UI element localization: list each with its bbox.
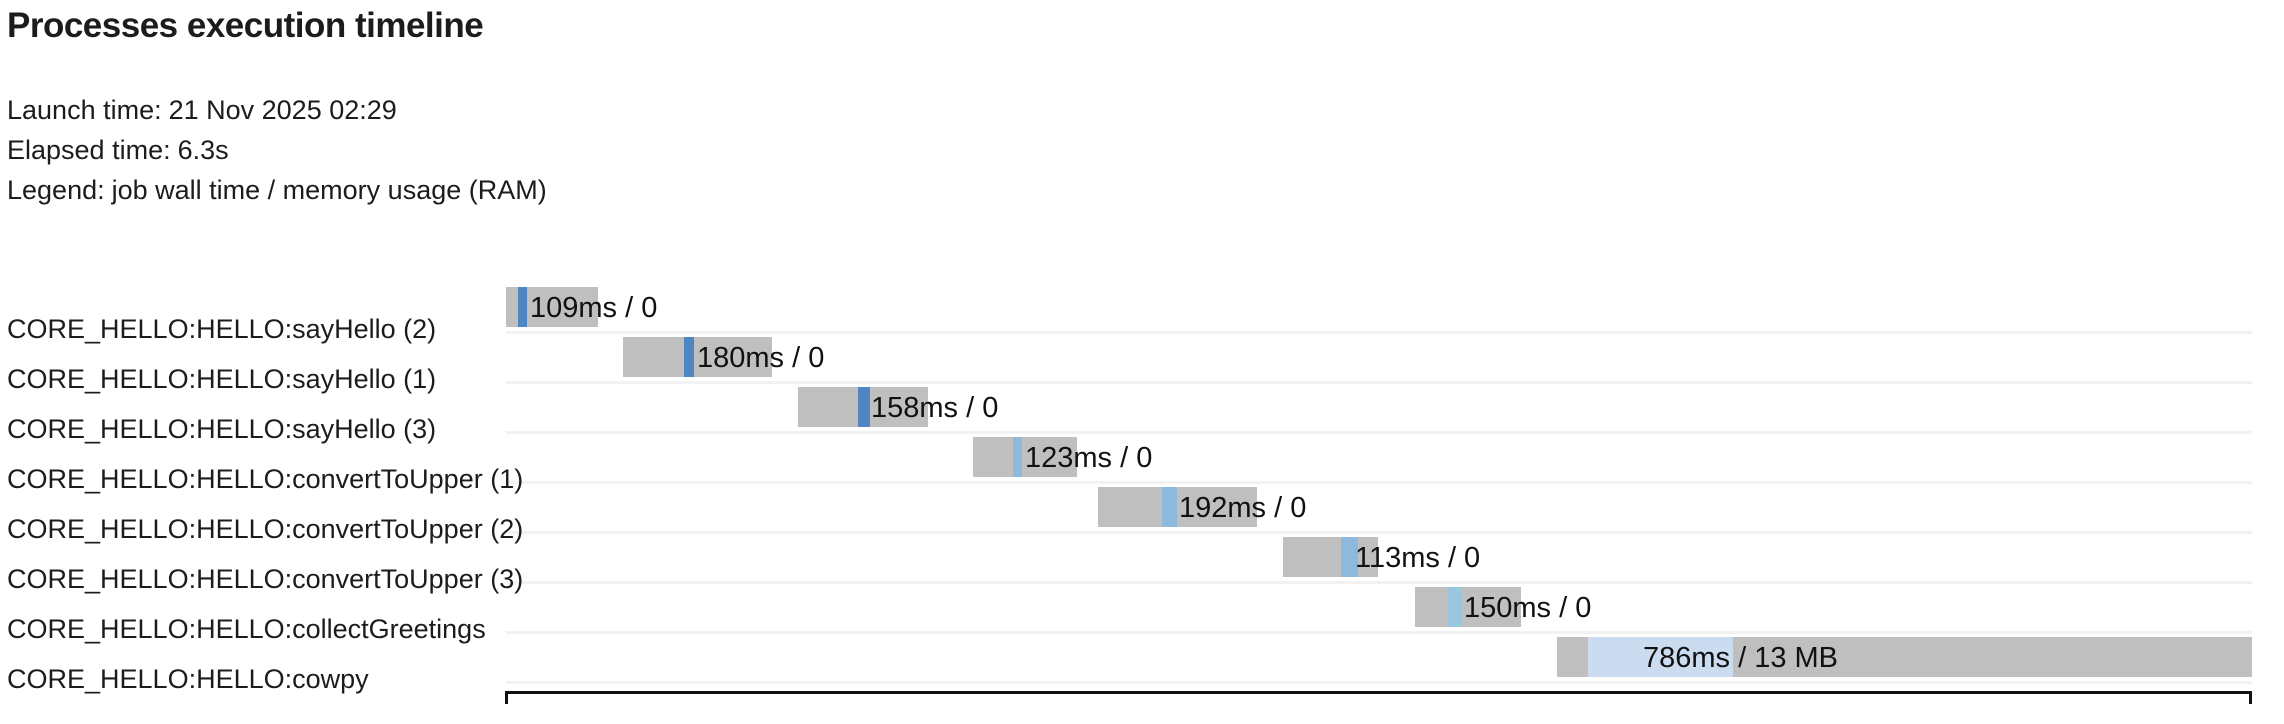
task-run-segment [1013, 437, 1022, 477]
task-bar [1415, 587, 1521, 627]
legend-line: Legend: job wall time / memory usage (RAM… [7, 170, 547, 210]
process-label: CORE_HELLO:HELLO:sayHello (3) [7, 414, 437, 444]
task-value-label: 109ms / 0 [530, 292, 658, 324]
task-value-label: 180ms / 0 [697, 342, 825, 374]
row-separator [506, 431, 2252, 434]
task-run-segment [1588, 637, 1733, 677]
task-run-segment [1162, 487, 1177, 527]
task-run-segment [684, 337, 694, 377]
legend-value: job wall time / memory usage (RAM) [111, 175, 547, 205]
process-label: CORE_HELLO:HELLO:convertToUpper (3) [7, 564, 524, 594]
report-meta: Launch time: 21 Nov 2025 02:29 Elapsed ti… [7, 90, 547, 210]
task-value-label: 113ms / 0 [1355, 542, 1481, 574]
task-run-segment [518, 287, 527, 327]
page-title: Processes execution timeline [7, 6, 484, 45]
elapsed-time-label: Elapsed time: [7, 135, 171, 165]
task-run-segment [1448, 587, 1462, 627]
legend-label: Legend: [7, 175, 105, 205]
row-separator [506, 331, 2252, 334]
row-separator [506, 681, 2252, 684]
task-bar [973, 437, 1077, 477]
row-separator [506, 581, 2252, 584]
row-separator [506, 631, 2252, 634]
row-separator [506, 381, 2252, 384]
elapsed-time-value: 6.3s [177, 135, 229, 165]
task-run-segment [1341, 537, 1358, 577]
task-run-segment [858, 387, 870, 427]
launch-time-label: Launch time: [7, 95, 162, 125]
launch-time-value: 21 Nov 2025 02:29 [168, 95, 397, 125]
process-label: CORE_HELLO:HELLO:sayHello (1) [7, 364, 437, 394]
process-label: CORE_HELLO:HELLO:cowpy [7, 664, 369, 694]
task-value-label: 192ms / 0 [1179, 492, 1307, 524]
task-bar [1283, 537, 1378, 577]
task-bar [623, 337, 772, 377]
process-label: CORE_HELLO:HELLO:convertToUpper (2) [7, 514, 524, 544]
task-value-label: 150ms / 0 [1464, 592, 1592, 624]
x-axis-domain [505, 691, 2252, 704]
process-label: CORE_HELLO:HELLO:sayHello (2) [7, 314, 437, 344]
task-value-label: 123ms / 0 [1025, 442, 1153, 474]
task-value-label: 158ms / 0 [871, 392, 999, 424]
row-separator [506, 531, 2252, 534]
process-label: CORE_HELLO:HELLO:collectGreetings [7, 614, 486, 644]
task-value-label: 786ms / 13 MB [1643, 642, 1839, 674]
task-bar [1098, 487, 1257, 527]
process-label: CORE_HELLO:HELLO:convertToUpper (1) [7, 464, 524, 494]
launch-time-line: Launch time: 21 Nov 2025 02:29 [7, 90, 547, 130]
row-separator [506, 481, 2252, 484]
elapsed-time-line: Elapsed time: 6.3s [7, 130, 547, 170]
